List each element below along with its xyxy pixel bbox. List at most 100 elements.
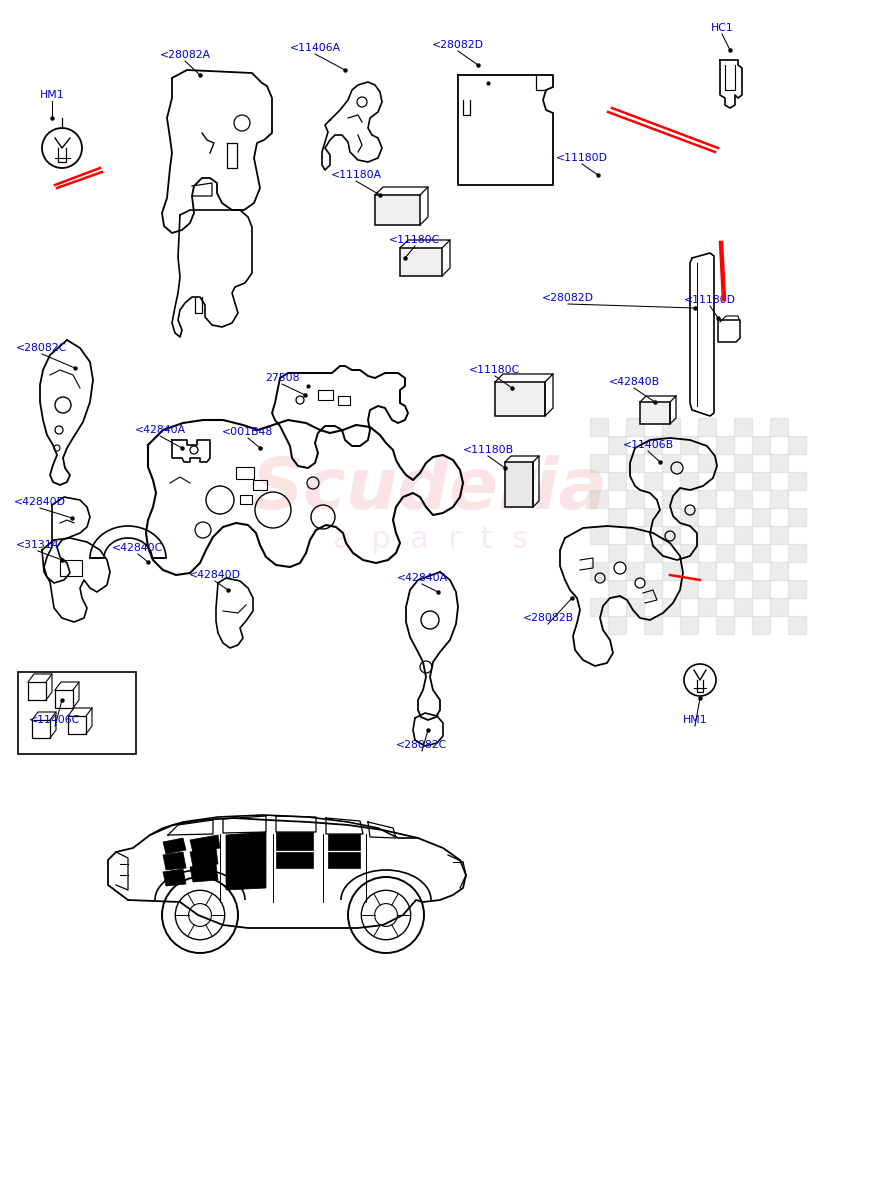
- Bar: [787, 544, 805, 562]
- Bar: [643, 508, 661, 526]
- Bar: [607, 616, 625, 634]
- Bar: [643, 436, 661, 454]
- Polygon shape: [275, 852, 312, 868]
- Bar: [733, 526, 751, 544]
- Text: <11180D: <11180D: [555, 152, 607, 163]
- Bar: [589, 418, 607, 436]
- Bar: [787, 616, 805, 634]
- Bar: [733, 454, 751, 472]
- Bar: [661, 598, 679, 616]
- Bar: [589, 598, 607, 616]
- Bar: [607, 436, 625, 454]
- Bar: [769, 598, 787, 616]
- Bar: [589, 490, 607, 508]
- Bar: [643, 580, 661, 598]
- Bar: [787, 472, 805, 490]
- Bar: [504, 462, 532, 506]
- Bar: [715, 616, 733, 634]
- Bar: [661, 454, 679, 472]
- Bar: [625, 526, 643, 544]
- Bar: [607, 472, 625, 490]
- Bar: [495, 382, 545, 416]
- Text: HM1: HM1: [39, 90, 64, 100]
- Text: <11180C: <11180C: [469, 365, 520, 374]
- Text: <42840A: <42840A: [396, 572, 447, 583]
- Bar: [400, 248, 441, 276]
- Bar: [697, 454, 715, 472]
- Bar: [697, 598, 715, 616]
- Text: <28082D: <28082D: [431, 40, 483, 50]
- Bar: [236, 467, 253, 479]
- Bar: [733, 562, 751, 580]
- Bar: [679, 436, 697, 454]
- Bar: [697, 562, 715, 580]
- Bar: [661, 562, 679, 580]
- Polygon shape: [328, 834, 360, 850]
- Bar: [625, 562, 643, 580]
- Bar: [715, 544, 733, 562]
- Bar: [679, 544, 697, 562]
- Polygon shape: [163, 869, 186, 886]
- Bar: [679, 472, 697, 490]
- Polygon shape: [163, 852, 186, 870]
- Text: <11406A: <11406A: [289, 43, 340, 53]
- Bar: [589, 454, 607, 472]
- Bar: [751, 616, 769, 634]
- Bar: [589, 526, 607, 544]
- Text: <28082C: <28082C: [17, 343, 68, 353]
- Bar: [733, 418, 751, 436]
- Text: <31314: <31314: [17, 540, 60, 550]
- Bar: [715, 472, 733, 490]
- Bar: [715, 508, 733, 526]
- Bar: [607, 544, 625, 562]
- Polygon shape: [275, 832, 312, 850]
- Text: <001B48: <001B48: [222, 427, 274, 437]
- Bar: [639, 402, 669, 424]
- Text: <11406B: <11406B: [622, 440, 673, 450]
- Bar: [607, 580, 625, 598]
- Bar: [661, 490, 679, 508]
- Bar: [733, 598, 751, 616]
- Polygon shape: [189, 848, 217, 866]
- Polygon shape: [189, 835, 220, 853]
- Bar: [661, 418, 679, 436]
- Bar: [607, 508, 625, 526]
- Bar: [787, 580, 805, 598]
- Bar: [679, 580, 697, 598]
- Text: <28082D: <28082D: [541, 293, 594, 302]
- Bar: [589, 562, 607, 580]
- Polygon shape: [328, 852, 360, 868]
- Bar: [661, 526, 679, 544]
- Bar: [733, 490, 751, 508]
- Text: <42840A: <42840A: [134, 425, 185, 434]
- Text: HC1: HC1: [709, 23, 732, 32]
- Text: <28082B: <28082B: [522, 613, 573, 623]
- Text: <11180A: <11180A: [330, 170, 381, 180]
- Text: HM1: HM1: [682, 715, 707, 725]
- Text: <28082C: <28082C: [396, 740, 447, 750]
- Bar: [769, 454, 787, 472]
- Text: 27508: 27508: [265, 373, 299, 383]
- Bar: [374, 194, 419, 226]
- Bar: [643, 544, 661, 562]
- Bar: [769, 418, 787, 436]
- Bar: [715, 436, 733, 454]
- Polygon shape: [163, 838, 186, 854]
- Bar: [679, 616, 697, 634]
- Bar: [787, 436, 805, 454]
- Text: <11406C: <11406C: [29, 715, 81, 725]
- Bar: [625, 454, 643, 472]
- Bar: [751, 580, 769, 598]
- Polygon shape: [225, 832, 266, 852]
- Bar: [625, 418, 643, 436]
- Bar: [625, 490, 643, 508]
- Bar: [625, 598, 643, 616]
- Bar: [787, 508, 805, 526]
- Text: <11180C: <11180C: [389, 235, 440, 245]
- Bar: [317, 390, 332, 400]
- Text: <28082A: <28082A: [160, 50, 210, 60]
- Bar: [253, 480, 267, 490]
- Bar: [239, 494, 252, 504]
- Bar: [715, 580, 733, 598]
- Polygon shape: [225, 868, 266, 890]
